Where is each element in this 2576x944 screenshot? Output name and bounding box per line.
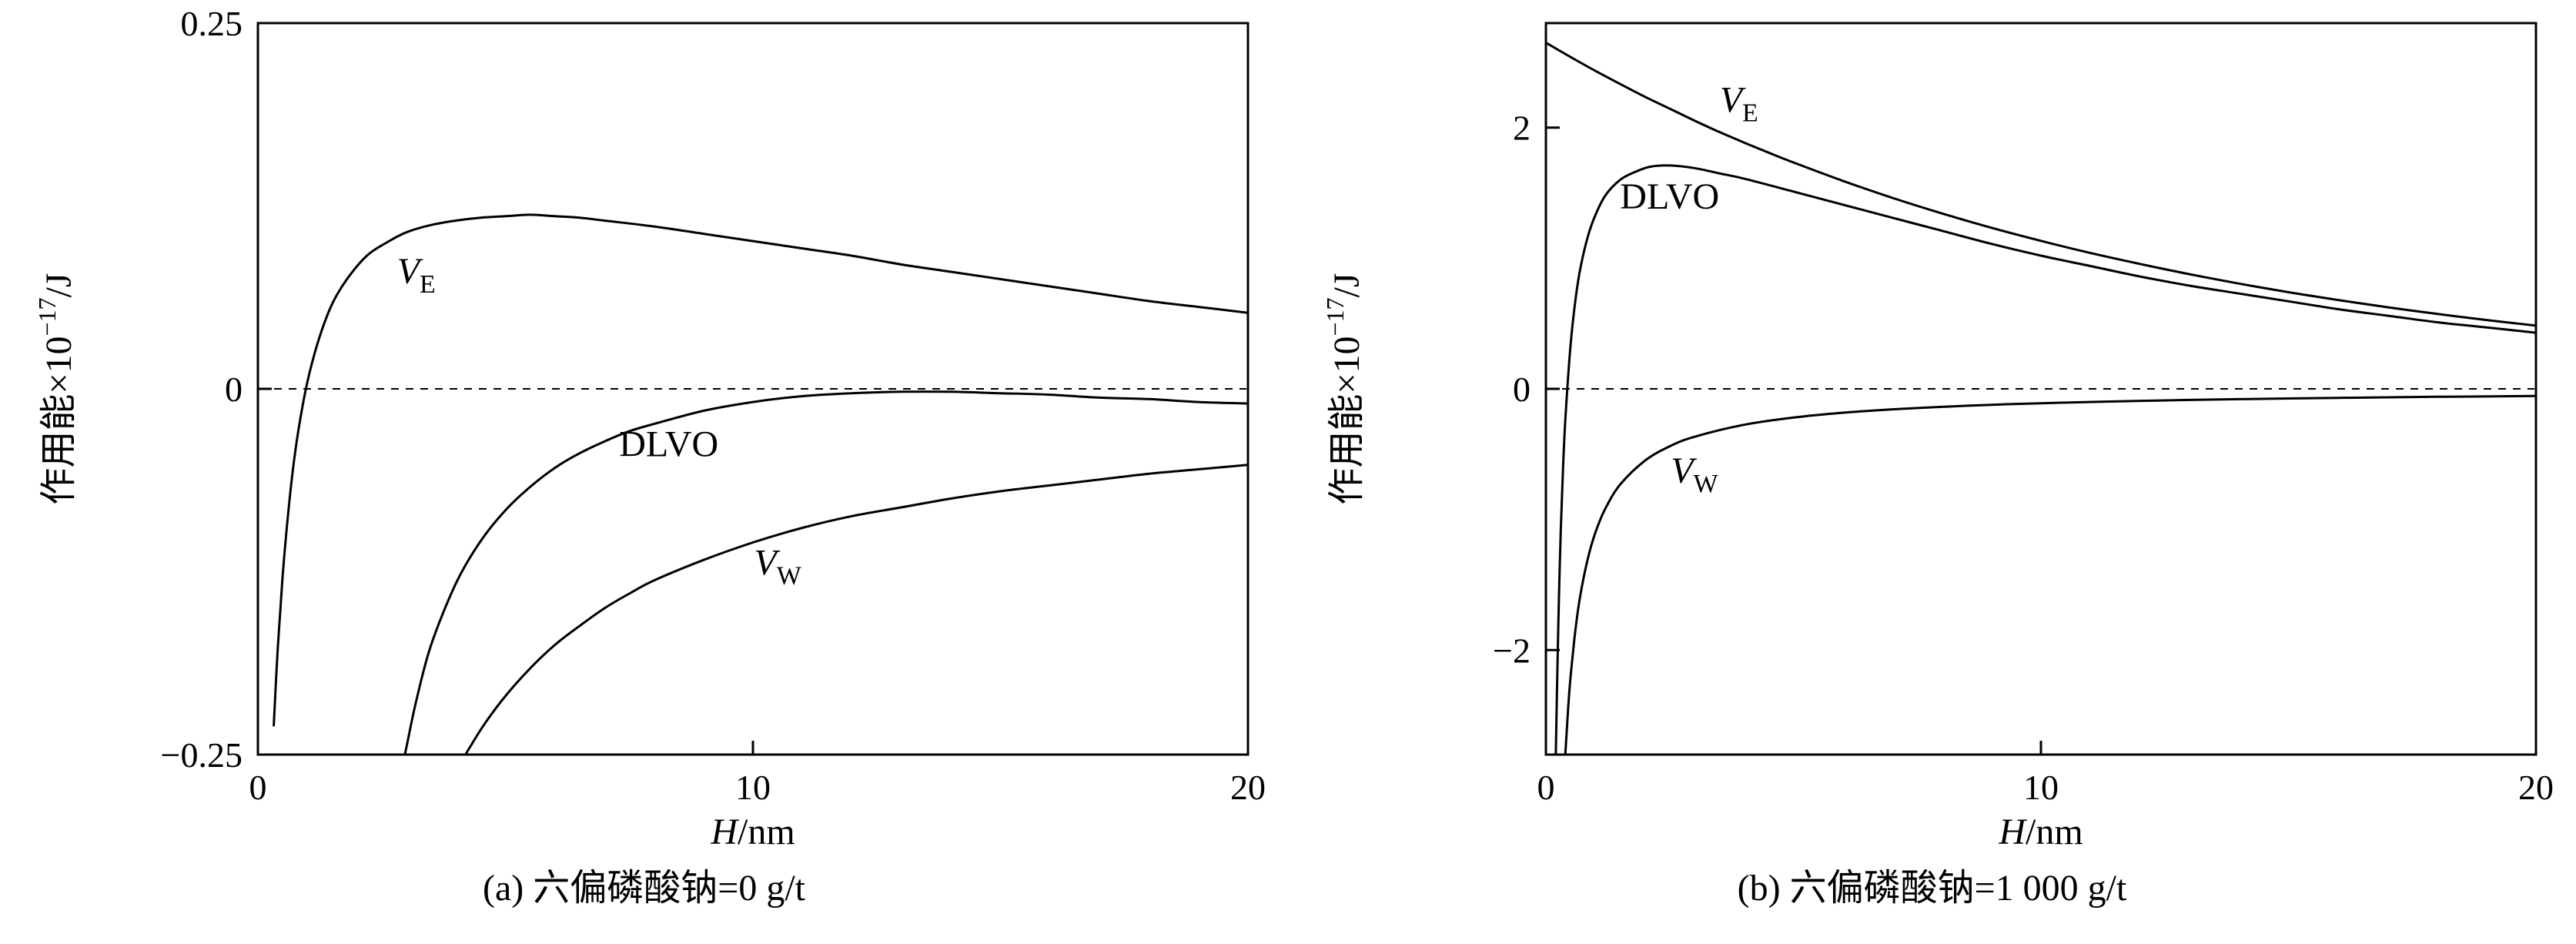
curve-V_W bbox=[463, 464, 1248, 755]
curve-label-V_W: VW bbox=[754, 542, 801, 590]
x-tick-label: 20 bbox=[2518, 768, 2554, 807]
y-axis-label: 作用能×10−17/J bbox=[1321, 273, 1367, 504]
y-tick-label: 2 bbox=[1513, 109, 1531, 148]
curve-V_E bbox=[273, 213, 1248, 727]
y-tick-label: 0.25 bbox=[181, 4, 243, 43]
y-tick-label: −2 bbox=[1493, 631, 1531, 670]
curve-DLVO bbox=[403, 390, 1248, 755]
curve-V_E bbox=[1546, 41, 2536, 327]
chart-panel-b: 0 10 20 −2 0 2 作用能×10−17/J H/nm VE DLVO VW (b) 六偏磷… bbox=[1288, 0, 2576, 944]
chart-panel-a: 0 10 20 −0.25 0 0.25 作用能×10−17/J H/nm VE DLVO VW (… bbox=[0, 0, 1288, 909]
curve-V_W bbox=[1564, 394, 2536, 755]
curve-label-DLVO: DLVO bbox=[619, 423, 718, 464]
chart-a: 0 10 20 −0.25 0 0.25 作用能×10−17/J H/nm VE DLVO VW bbox=[0, 0, 1288, 861]
caption-a: (a) 六偏磷酸钠=0 g/t bbox=[482, 868, 806, 909]
x-tick-label: 20 bbox=[1230, 768, 1266, 807]
x-tick-label: 10 bbox=[735, 768, 771, 807]
chart-svg-b: 0 10 20 −2 0 2 作用能×10−17/J H/nm VE DLVO VW bbox=[1321, 22, 2554, 852]
y-tick-label: 0 bbox=[225, 370, 243, 409]
y-tick-label: 0 bbox=[1513, 370, 1531, 409]
curve-label-DLVO: DLVO bbox=[1620, 176, 1719, 217]
curve-label-V_W: VW bbox=[1671, 450, 1718, 498]
x-tick-label: 0 bbox=[249, 768, 267, 807]
caption-b: (b) 六偏磷酸钠=1 000 g/t bbox=[1737, 868, 2127, 909]
x-axis-label: H/nm bbox=[710, 812, 795, 852]
y-axis-label: 作用能×10−17/J bbox=[33, 273, 79, 504]
x-tick-label: 0 bbox=[1537, 768, 1555, 807]
curve-DLVO bbox=[1554, 164, 2536, 755]
curve-label-V_E: VE bbox=[397, 251, 436, 299]
y-tick-label: −0.25 bbox=[161, 735, 243, 775]
curve-label-V_E: VE bbox=[1720, 79, 1758, 127]
chart-b: 0 10 20 −2 0 2 作用能×10−17/J H/nm VE DLVO VW bbox=[1288, 0, 2576, 861]
x-tick-label: 10 bbox=[2023, 768, 2059, 807]
x-axis-label: H/nm bbox=[1998, 812, 2083, 852]
